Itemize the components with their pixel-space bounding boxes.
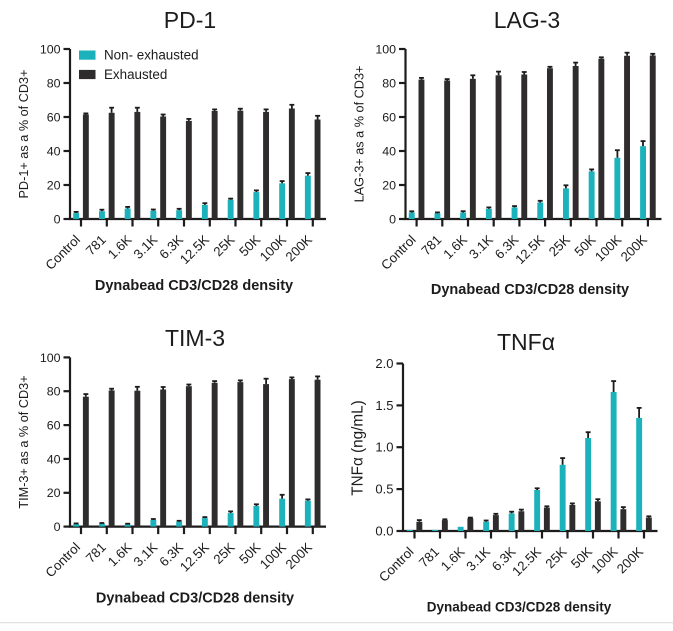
svg-text:Non- exhausted: Non- exhausted — [104, 48, 199, 63]
svg-text:PD-1+ as a % of CD3+: PD-1+ as a % of CD3+ — [17, 69, 31, 198]
svg-text:PD-1: PD-1 — [164, 7, 216, 33]
svg-text:100: 100 — [40, 351, 61, 365]
svg-text:20: 20 — [382, 178, 396, 192]
svg-text:Dynabead CD3/CD28 density: Dynabead CD3/CD28 density — [96, 591, 294, 607]
svg-text:TIM-3+ as a % of CD3+: TIM-3+ as a % of CD3+ — [17, 375, 31, 508]
svg-text:20: 20 — [47, 486, 61, 500]
svg-text:Dynabead CD3/CD28 density: Dynabead CD3/CD28 density — [95, 278, 293, 294]
svg-text:40: 40 — [47, 452, 61, 466]
svg-text:0: 0 — [54, 520, 61, 534]
svg-text:40: 40 — [47, 144, 61, 158]
svg-text:60: 60 — [47, 419, 61, 433]
svg-text:100: 100 — [40, 42, 61, 56]
svg-text:0: 0 — [389, 212, 396, 226]
svg-text:100: 100 — [375, 42, 396, 56]
svg-text:80: 80 — [47, 385, 61, 399]
svg-text:TNFα: TNFα — [497, 329, 555, 355]
svg-text:2.0: 2.0 — [375, 356, 393, 371]
svg-text:60: 60 — [382, 110, 396, 124]
svg-text:0.0: 0.0 — [375, 523, 393, 538]
svg-text:TIM-3: TIM-3 — [165, 325, 225, 351]
svg-text:LAG-3+ as a % of CD3+: LAG-3+ as a % of CD3+ — [353, 66, 367, 203]
svg-text:0: 0 — [54, 212, 61, 226]
svg-text:1.0: 1.0 — [375, 440, 393, 455]
svg-text:Dynabead CD3/CD28 density: Dynabead CD3/CD28 density — [427, 600, 612, 615]
svg-text:LAG-3: LAG-3 — [494, 7, 560, 33]
svg-text:80: 80 — [382, 76, 396, 90]
svg-text:60: 60 — [47, 110, 61, 124]
svg-text:20: 20 — [47, 178, 61, 192]
svg-text:80: 80 — [47, 76, 61, 90]
svg-text:Dynabead CD3/CD28 density: Dynabead CD3/CD28 density — [431, 282, 629, 298]
svg-text:Exhausted: Exhausted — [104, 67, 167, 82]
svg-text:1.5: 1.5 — [375, 398, 393, 413]
svg-text:0.5: 0.5 — [375, 482, 393, 497]
svg-text:40: 40 — [382, 144, 396, 158]
svg-text:TNFα (ng/mL): TNFα (ng/mL) — [350, 400, 367, 496]
